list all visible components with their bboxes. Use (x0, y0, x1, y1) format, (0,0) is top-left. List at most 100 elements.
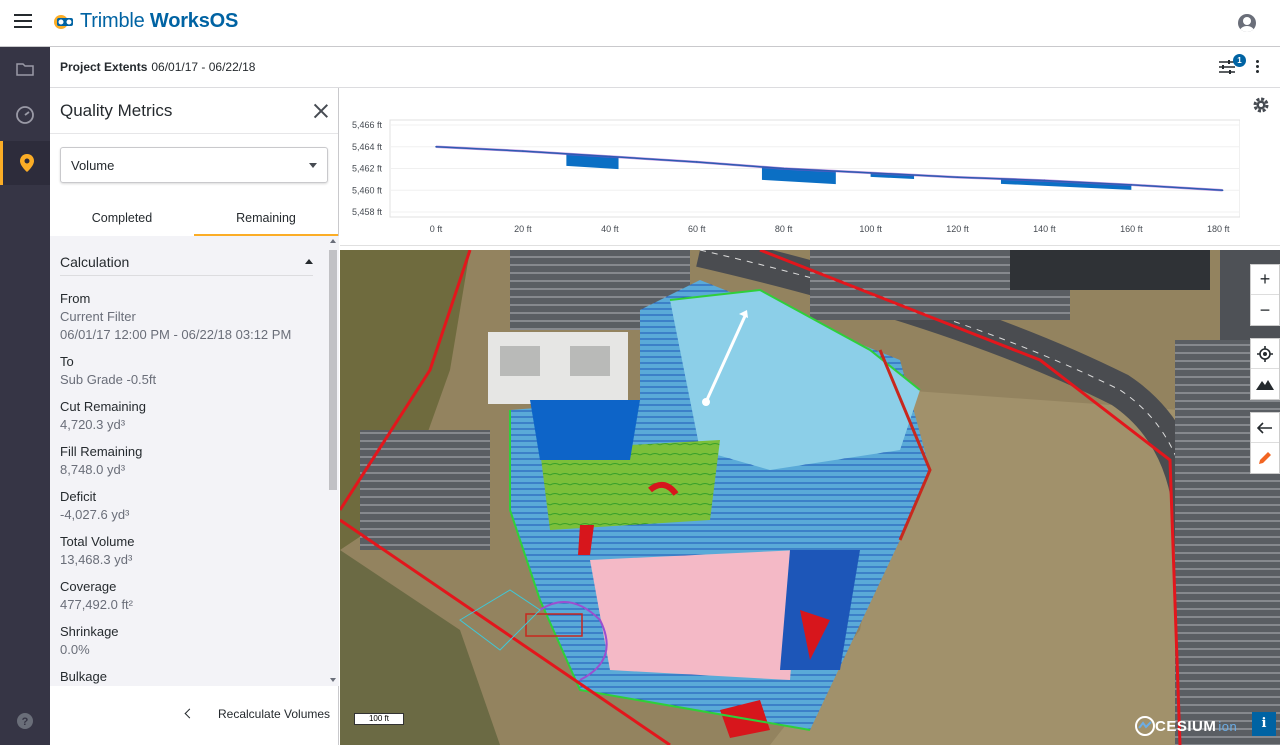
info-button[interactable]: i (1252, 712, 1276, 736)
x-tick-label: 160 ft (1120, 224, 1143, 234)
map-scale-bar: 100 ft (354, 713, 404, 725)
metric-from: From Current Filter 06/01/17 12:00 PM - … (60, 290, 329, 344)
metric-deficit: Deficit -4,027.6 yd³ (60, 488, 329, 524)
view-controls (1250, 338, 1280, 400)
y-tick-label: 5,460 ft (352, 185, 383, 195)
x-tick-label: 140 ft (1033, 224, 1056, 234)
project-date-range: 06/01/17 - 06/22/18 (151, 60, 256, 74)
profile-point (695, 161, 698, 163)
panel-scrollbar[interactable] (327, 236, 337, 686)
filter-sliders-icon[interactable] (1218, 59, 1236, 75)
metric-value: -4,027.6 yd³ (60, 507, 130, 522)
scrollbar-thumb[interactable] (329, 250, 337, 490)
quality-metrics-panel: Quality Metrics Volume Completed Remaini… (50, 88, 339, 745)
metric-type-select[interactable]: Volume (60, 147, 328, 183)
zoom-in-icon[interactable]: + (1251, 265, 1279, 295)
metric-coverage: Coverage 477,492.0 ft² (60, 578, 329, 614)
svg-text:?: ? (22, 716, 29, 728)
profile-point (1043, 179, 1046, 182)
scroll-up-icon[interactable] (330, 239, 336, 243)
y-tick-label: 5,464 ft (352, 142, 383, 152)
profile-point (609, 155, 611, 158)
filter-count-badge: 1 (1233, 54, 1246, 67)
help-icon[interactable]: ? (0, 699, 50, 743)
site-map[interactable]: + − 100 ft CESIUM ion i (340, 250, 1280, 745)
recalculate-volumes-button[interactable]: Recalculate Volumes (218, 707, 331, 721)
y-tick-label: 5,462 ft (352, 164, 383, 174)
more-options-icon[interactable] (1256, 60, 1260, 76)
metrics-scroll-area[interactable]: Calculation From Current Filter 06/01/17… (50, 236, 339, 686)
profile-point (522, 150, 524, 152)
close-panel-icon[interactable] (314, 104, 328, 118)
metric-label: From (60, 291, 91, 306)
tool-controls (1250, 412, 1280, 474)
folder-icon[interactable] (0, 47, 50, 91)
collapse-arrow-icon[interactable] (305, 259, 313, 264)
terrain-mountain-icon[interactable] (1251, 369, 1279, 399)
panel-header: Quality Metrics (50, 88, 338, 134)
metric-label: Total Volume (60, 534, 135, 549)
metric-label: Deficit (60, 489, 97, 504)
profile-point (435, 145, 437, 148)
zoom-out-icon[interactable]: − (1259, 299, 1271, 320)
metric-label: Coverage (60, 579, 117, 594)
profile-point (1130, 184, 1133, 186)
metric-label: To (60, 354, 74, 369)
app-name-secondary: WorksOS (149, 10, 239, 32)
account-icon[interactable] (1238, 14, 1256, 32)
profile-point (956, 176, 959, 178)
x-tick-label: 60 ft (688, 224, 706, 234)
x-tick-label: 20 ft (514, 224, 532, 234)
menu-icon[interactable] (14, 14, 32, 30)
app-logo[interactable]: Trimble WorksOS (52, 10, 238, 33)
dashboard-gauge-icon[interactable] (0, 93, 50, 137)
metric-label: Fill Remaining (60, 444, 143, 459)
metric-value: 06/01/17 12:00 PM - 06/22/18 03:12 PM (60, 327, 292, 342)
metric-fill-remaining: Fill Remaining 8,748.0 yd³ (60, 443, 329, 479)
metric-label: Bulkage (60, 669, 107, 684)
elevation-profile: 5,466 ft 5,464 ft 5,462 ft 5,460 ft 5,458 ft… (340, 88, 1280, 246)
metric-bulkage: Bulkage (60, 668, 329, 686)
metric-cut-remaining: Cut Remaining 4,720.3 yd³ (60, 398, 329, 434)
cesium-attribution[interactable]: CESIUM ion (1135, 716, 1237, 736)
back-arrow-icon[interactable] (1251, 413, 1279, 443)
metric-value: 13,468.3 yd³ (60, 552, 133, 567)
x-tick-label: 180 ft (1207, 224, 1230, 234)
scroll-down-icon[interactable] (330, 678, 336, 682)
profile-point (1221, 189, 1224, 192)
project-title: Project Extents (60, 60, 148, 74)
metric-value: 0.0% (60, 642, 90, 657)
map-canvas[interactable] (340, 250, 1280, 745)
map-pin-icon[interactable] (0, 141, 50, 185)
metric-value: 4,720.3 yd³ (60, 417, 126, 432)
panel-title: Quality Metrics (60, 100, 173, 120)
profile-point (869, 172, 872, 174)
tab-remaining[interactable]: Remaining (194, 199, 338, 236)
x-tick-label: 100 ft (859, 224, 882, 234)
metric-value: Sub Grade -0.5ft (60, 372, 157, 387)
chevron-down-icon (309, 162, 317, 168)
profile-point (782, 167, 785, 170)
chevron-left-icon[interactable] (184, 708, 195, 719)
metric-value: Current Filter (60, 309, 136, 324)
y-tick-label: 5,466 ft (352, 120, 383, 130)
cut-fill-region (1000, 178, 1132, 190)
metric-value: 477,492.0 ft² (60, 597, 133, 612)
x-tick-label: 80 ft (775, 224, 793, 234)
profile-chart: 5,466 ft 5,464 ft 5,462 ft 5,460 ft 5,458 ft… (352, 119, 1240, 234)
pencil-edit-icon[interactable] (1251, 443, 1279, 473)
y-tick-label: 5,458 ft (352, 207, 383, 217)
locate-crosshair-icon[interactable] (1251, 339, 1279, 369)
gear-icon[interactable] (1252, 96, 1270, 114)
panel-footer: Recalculate Volumes (50, 685, 339, 745)
tab-completed[interactable]: Completed (91, 211, 153, 225)
calculation-section-header[interactable]: Calculation (60, 248, 313, 276)
ground-profile-line (435, 146, 1223, 191)
metric-label: Shrinkage (60, 624, 119, 639)
x-tick-label: 40 ft (601, 224, 619, 234)
app-name-primary: Trimble (80, 10, 145, 32)
metric-label: Cut Remaining (60, 399, 146, 414)
metric-total-volume: Total Volume 13,468.3 yd³ (60, 533, 329, 569)
metric-tabs: Completed Remaining (50, 199, 338, 237)
cut-fill-region (566, 153, 619, 170)
